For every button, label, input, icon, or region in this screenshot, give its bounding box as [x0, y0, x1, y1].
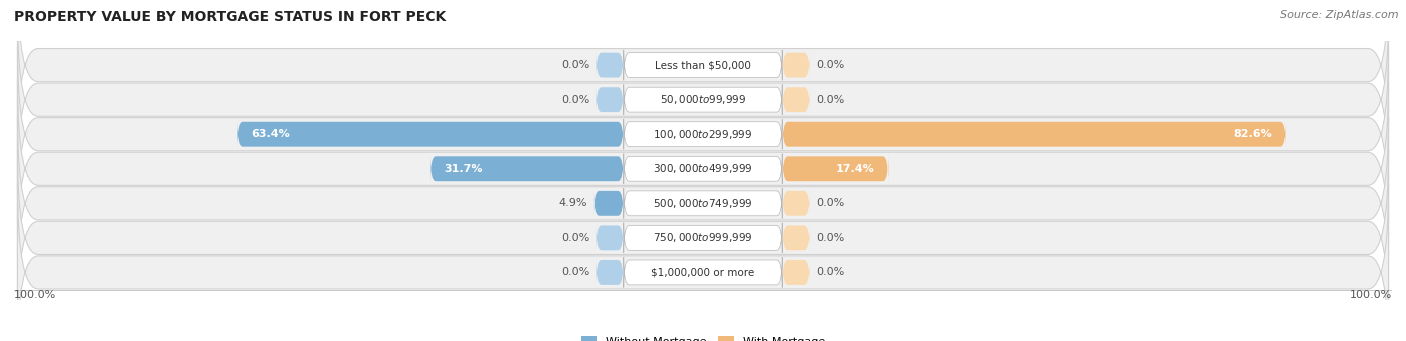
Text: 0.0%: 0.0% — [561, 233, 589, 243]
FancyBboxPatch shape — [593, 188, 624, 219]
Text: 0.0%: 0.0% — [561, 95, 589, 105]
Text: $750,000 to $999,999: $750,000 to $999,999 — [654, 232, 752, 244]
FancyBboxPatch shape — [624, 85, 782, 115]
Legend: Without Mortgage, With Mortgage: Without Mortgage, With Mortgage — [576, 332, 830, 341]
Text: $50,000 to $99,999: $50,000 to $99,999 — [659, 93, 747, 106]
Text: 0.0%: 0.0% — [817, 95, 845, 105]
FancyBboxPatch shape — [782, 257, 810, 288]
Text: 82.6%: 82.6% — [1233, 129, 1272, 139]
FancyBboxPatch shape — [17, 47, 1389, 221]
FancyBboxPatch shape — [17, 82, 1389, 256]
FancyBboxPatch shape — [782, 188, 810, 219]
Text: 0.0%: 0.0% — [561, 267, 589, 278]
FancyBboxPatch shape — [596, 223, 624, 253]
FancyBboxPatch shape — [782, 50, 810, 80]
Text: 0.0%: 0.0% — [561, 60, 589, 70]
FancyBboxPatch shape — [782, 85, 810, 115]
FancyBboxPatch shape — [596, 50, 624, 80]
FancyBboxPatch shape — [782, 119, 1286, 149]
Text: PROPERTY VALUE BY MORTGAGE STATUS IN FORT PECK: PROPERTY VALUE BY MORTGAGE STATUS IN FOR… — [14, 10, 446, 24]
Text: 0.0%: 0.0% — [817, 60, 845, 70]
FancyBboxPatch shape — [596, 257, 624, 288]
FancyBboxPatch shape — [624, 257, 782, 288]
FancyBboxPatch shape — [624, 188, 782, 219]
Text: 0.0%: 0.0% — [817, 198, 845, 208]
FancyBboxPatch shape — [430, 153, 624, 184]
Text: 17.4%: 17.4% — [835, 164, 875, 174]
FancyBboxPatch shape — [624, 50, 782, 80]
FancyBboxPatch shape — [17, 151, 1389, 325]
Text: 100.0%: 100.0% — [14, 290, 56, 300]
Text: 0.0%: 0.0% — [817, 267, 845, 278]
Text: Source: ZipAtlas.com: Source: ZipAtlas.com — [1281, 10, 1399, 20]
Text: 63.4%: 63.4% — [252, 129, 290, 139]
FancyBboxPatch shape — [596, 85, 624, 115]
FancyBboxPatch shape — [782, 153, 889, 184]
Text: $500,000 to $749,999: $500,000 to $749,999 — [654, 197, 752, 210]
FancyBboxPatch shape — [17, 0, 1389, 152]
FancyBboxPatch shape — [624, 119, 782, 149]
FancyBboxPatch shape — [17, 116, 1389, 291]
Text: $1,000,000 or more: $1,000,000 or more — [651, 267, 755, 278]
Text: $100,000 to $299,999: $100,000 to $299,999 — [654, 128, 752, 141]
FancyBboxPatch shape — [17, 186, 1389, 341]
FancyBboxPatch shape — [238, 119, 624, 149]
FancyBboxPatch shape — [624, 153, 782, 184]
Text: 31.7%: 31.7% — [444, 164, 482, 174]
Text: 4.9%: 4.9% — [558, 198, 588, 208]
FancyBboxPatch shape — [17, 13, 1389, 187]
FancyBboxPatch shape — [624, 223, 782, 253]
Text: Less than $50,000: Less than $50,000 — [655, 60, 751, 70]
Text: $300,000 to $499,999: $300,000 to $499,999 — [654, 162, 752, 175]
FancyBboxPatch shape — [782, 223, 810, 253]
Text: 100.0%: 100.0% — [1350, 290, 1392, 300]
Text: 0.0%: 0.0% — [817, 233, 845, 243]
